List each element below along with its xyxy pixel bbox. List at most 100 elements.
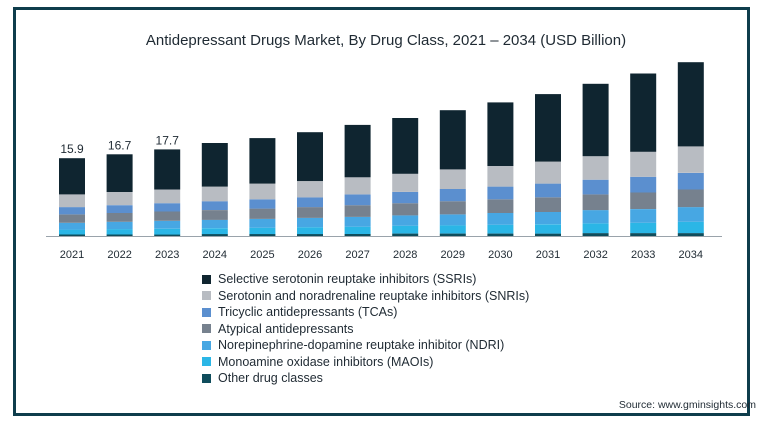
bar-segment-2029-6 bbox=[439, 110, 466, 170]
bar-segment-2022-4 bbox=[106, 205, 133, 213]
bar-segment-2028-0 bbox=[392, 233, 419, 236]
bar-segment-2027-5 bbox=[344, 177, 371, 195]
bar-segment-2027-1 bbox=[344, 226, 371, 234]
legend-label: Tricyclic antidepressants (TCAs) bbox=[218, 305, 398, 320]
bar-segment-2031-3 bbox=[535, 197, 561, 212]
bar-segment-2024-4 bbox=[201, 201, 228, 210]
bar-segment-2032-5 bbox=[582, 156, 609, 180]
bar-segment-2022-3 bbox=[106, 213, 133, 222]
bar-segment-2028-2 bbox=[392, 215, 419, 226]
bar-segment-2030-3 bbox=[487, 199, 514, 213]
bar-segment-2033-0 bbox=[630, 233, 657, 236]
x-tick-label-2034: 2034 bbox=[679, 249, 703, 261]
bar-segment-2025-1 bbox=[249, 227, 276, 235]
x-tick-label-2029: 2029 bbox=[441, 249, 465, 261]
bar-segment-2025-5 bbox=[249, 183, 276, 200]
bar-segment-2023-0 bbox=[154, 234, 181, 236]
bar-segment-2029-3 bbox=[439, 201, 466, 215]
bar-segment-2027-4 bbox=[344, 194, 371, 206]
bar-segment-2021-0 bbox=[59, 234, 85, 236]
bar-segment-2029-5 bbox=[439, 169, 466, 189]
legend-label: Selective serotonin reuptake inhibitors … bbox=[218, 272, 477, 287]
legend-item-4: Norepinephrine-dopamine reuptake inhibit… bbox=[202, 337, 529, 354]
bar-segment-2033-4 bbox=[630, 176, 657, 193]
legend-swatch bbox=[202, 340, 211, 350]
legend-label: Monoamine oxidase inhibitors (MAOIs) bbox=[218, 354, 434, 369]
bar-segment-2034-3 bbox=[677, 189, 704, 208]
bar-segment-2034-4 bbox=[677, 172, 704, 190]
bar-segment-2024-3 bbox=[201, 210, 228, 220]
bar-segment-2026-3 bbox=[297, 207, 323, 218]
bar-segment-2023-5 bbox=[154, 189, 181, 204]
chart-legend: Selective serotonin reuptake inhibitors … bbox=[202, 271, 529, 387]
x-tick-label-2032: 2032 bbox=[583, 249, 607, 261]
bar-segment-2028-4 bbox=[392, 191, 419, 204]
x-tick-label-2030: 2030 bbox=[488, 249, 512, 261]
legend-swatch bbox=[202, 291, 211, 301]
legend-swatch bbox=[202, 307, 211, 317]
bar-segment-2030-5 bbox=[487, 166, 514, 187]
x-tick-label-2027: 2027 bbox=[345, 249, 369, 261]
x-tick-label-2031: 2031 bbox=[536, 249, 560, 261]
legend-item-2: Tricyclic antidepressants (TCAs) bbox=[202, 304, 529, 321]
bar-segment-2021-3 bbox=[59, 214, 85, 223]
bar-segment-2033-1 bbox=[630, 222, 657, 234]
bar-segment-2029-0 bbox=[439, 233, 466, 236]
x-tick-label-2025: 2025 bbox=[250, 249, 274, 261]
bar-segment-2027-0 bbox=[344, 234, 371, 236]
legend-item-6: Other drug classes bbox=[202, 370, 529, 387]
bar-segment-2023-4 bbox=[154, 203, 181, 212]
bar-segment-2028-5 bbox=[392, 173, 419, 192]
data-label-2023: 17.7 bbox=[156, 133, 180, 147]
bar-segment-2026-5 bbox=[297, 181, 323, 198]
bar-segment-2032-4 bbox=[582, 179, 609, 195]
legend-label: Atypical antidepressants bbox=[218, 321, 354, 336]
bar-segment-2024-6 bbox=[201, 143, 228, 187]
bar-segment-2021-2 bbox=[59, 222, 85, 230]
legend-item-5: Monoamine oxidase inhibitors (MAOIs) bbox=[202, 354, 529, 371]
bar-segment-2030-4 bbox=[487, 186, 514, 200]
legend-item-3: Atypical antidepressants bbox=[202, 321, 529, 338]
bar-segment-2033-6 bbox=[630, 73, 657, 152]
bar-segment-2022-6 bbox=[106, 154, 133, 192]
bar-segment-2029-2 bbox=[439, 214, 466, 226]
bar-segment-2033-3 bbox=[630, 192, 657, 209]
bar-segment-2029-4 bbox=[439, 189, 466, 202]
bar-segment-2025-4 bbox=[249, 199, 276, 209]
bar-segment-2026-0 bbox=[297, 234, 323, 236]
bar-segment-2030-0 bbox=[487, 233, 514, 236]
source-note: Source: www.gminsights.com bbox=[618, 399, 756, 411]
bar-segment-2026-6 bbox=[297, 132, 323, 182]
bar-segment-2025-2 bbox=[249, 218, 276, 228]
legend-item-1: Serotonin and noradrenaline reuptake inh… bbox=[202, 288, 529, 305]
x-tick-label-2021: 2021 bbox=[60, 249, 84, 261]
x-tick-label-2033: 2033 bbox=[631, 249, 655, 261]
bar-segment-2023-3 bbox=[154, 211, 181, 221]
bar-segment-2028-3 bbox=[392, 203, 419, 216]
bar-segment-2030-2 bbox=[487, 213, 514, 225]
bar-segment-2034-1 bbox=[677, 221, 704, 234]
data-label-2021: 15.9 bbox=[60, 142, 84, 156]
chart-frame bbox=[13, 7, 750, 416]
bar-segment-2030-6 bbox=[487, 102, 514, 166]
x-tick-label-2028: 2028 bbox=[393, 249, 417, 261]
chart-title: Antidepressant Drugs Market, By Drug Cla… bbox=[145, 32, 627, 49]
bar-segment-2031-5 bbox=[535, 161, 561, 184]
bar-segment-2022-5 bbox=[106, 191, 133, 206]
bar-segment-2023-2 bbox=[154, 220, 181, 229]
bar-segment-2025-3 bbox=[249, 208, 276, 219]
legend-item-0: Selective serotonin reuptake inhibitors … bbox=[202, 271, 529, 288]
legend-swatch bbox=[202, 324, 211, 334]
x-tick-label-2026: 2026 bbox=[298, 249, 322, 261]
bar-segment-2023-6 bbox=[154, 149, 181, 190]
bar-segment-2032-0 bbox=[582, 233, 609, 236]
x-tick-label-2022: 2022 bbox=[107, 249, 131, 261]
x-tick-label-2023: 2023 bbox=[155, 249, 179, 261]
bar-segment-2034-5 bbox=[677, 146, 704, 173]
bar-segment-2034-0 bbox=[677, 233, 704, 236]
bar-segment-2031-6 bbox=[535, 94, 561, 162]
legend-label: Norepinephrine-dopamine reuptake inhibit… bbox=[218, 338, 505, 353]
legend-swatch bbox=[202, 373, 211, 383]
bar-segment-2032-2 bbox=[582, 210, 609, 224]
bar-segment-2029-1 bbox=[439, 225, 466, 234]
